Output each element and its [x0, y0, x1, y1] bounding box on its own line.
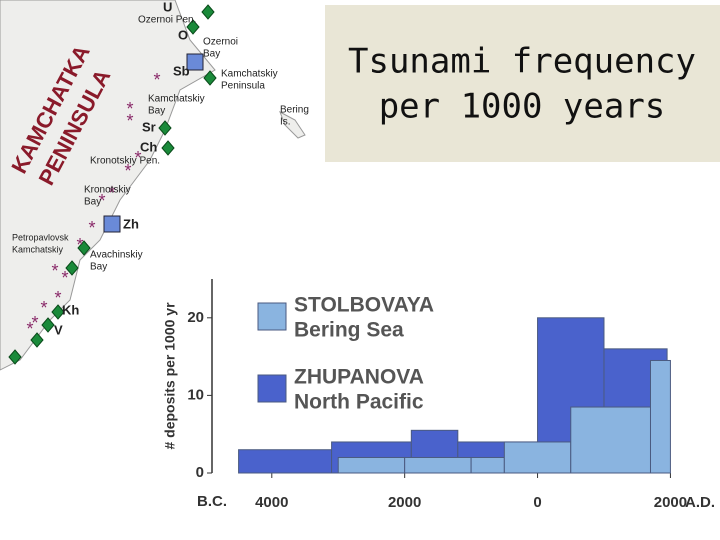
map-label: Kronotskiy Pen. [90, 156, 160, 167]
x-tick-label: 2000 [654, 494, 687, 511]
map-label: Bering [280, 105, 309, 116]
site-star: * [61, 268, 68, 288]
map-label: V [54, 322, 63, 337]
site-diamond [77, 240, 91, 256]
site-star: * [108, 183, 115, 203]
legend-label: ZHUPANOVA [294, 366, 424, 389]
histogram-bar [404, 456, 472, 474]
site-star: * [124, 161, 131, 181]
x-tick-label: 4000 [255, 494, 288, 511]
legend-label: Bering Sea [294, 319, 404, 342]
histogram-bar [238, 449, 333, 474]
map-label: Kamchatskiy [221, 69, 278, 80]
era-label: B.C. [197, 493, 227, 510]
site-diamond [161, 140, 175, 156]
site-star: * [54, 288, 61, 308]
site-star: * [76, 235, 83, 255]
site-diamond [41, 317, 55, 333]
site-star: * [126, 111, 133, 131]
x-tick-label: 0 [533, 494, 541, 511]
island [279, 110, 306, 139]
site-diamond [51, 304, 65, 320]
map-label: O [178, 27, 188, 42]
map-label: Ozernoi Pen. [138, 15, 196, 26]
y-tick-label: 20 [187, 309, 204, 326]
map-label: Petropavlovsk [12, 232, 69, 242]
map-label: Kamchatskiy [148, 94, 205, 105]
y-tick-label: 10 [187, 386, 204, 403]
site-star: * [40, 298, 47, 318]
site-star: * [126, 99, 133, 119]
map-label: Sr [142, 119, 156, 134]
y-axis-label: # deposits per 1000 yr [162, 302, 178, 450]
legend-swatch [257, 302, 287, 331]
site-star: * [98, 191, 105, 211]
histogram-bar [570, 406, 651, 474]
site-diamond [186, 19, 200, 35]
title-box [325, 5, 720, 162]
histogram-bar [337, 456, 406, 474]
era-label: A.D. [685, 494, 715, 511]
site-star: * [153, 70, 160, 90]
legend-label: North Pacific [294, 391, 424, 414]
site-diamond [201, 4, 215, 20]
legend-swatch [257, 374, 287, 403]
map-label: Kronotskiy [84, 185, 131, 196]
map-label: Ch [140, 139, 157, 154]
map-label: Zh [123, 216, 139, 231]
map [0, 0, 306, 371]
map-label: Peninsula [221, 81, 265, 92]
map-label: Avachinskiy [90, 250, 143, 261]
histogram-bar [503, 441, 572, 474]
map-label: Bay [90, 262, 107, 273]
peninsula [0, 0, 216, 371]
y-tick-label: 0 [196, 464, 204, 481]
site-diamond [30, 332, 44, 348]
map-label: U [163, 0, 172, 14]
site-diamond [158, 120, 172, 136]
histogram-bar [649, 359, 671, 474]
slide-title: Tsunami frequency [348, 42, 696, 82]
site-square [186, 53, 204, 71]
site-star: * [26, 319, 33, 339]
map-label: Bay [203, 49, 220, 60]
x-tick-label: 2000 [388, 494, 421, 511]
site-star: * [134, 148, 141, 168]
site-diamond [8, 349, 22, 365]
map-label: Kh [62, 302, 79, 317]
legend-label: STOLBOVAYA [294, 294, 434, 317]
slide-title: per 1000 years [379, 87, 666, 127]
map-label: Kamchatskiy [12, 244, 64, 254]
map-label: Bay [84, 197, 101, 208]
map-label: Bay [148, 106, 165, 117]
map-label: Is. [280, 117, 291, 128]
map-label: Ozernoi [203, 37, 238, 48]
site-star: * [88, 218, 95, 238]
site-diamond [65, 260, 79, 276]
site-diamond [203, 70, 217, 86]
site-star: * [31, 313, 38, 333]
site-square [103, 215, 121, 233]
site-star: * [51, 261, 58, 281]
map-label: Sb [173, 63, 190, 78]
histogram-bar [470, 456, 505, 474]
